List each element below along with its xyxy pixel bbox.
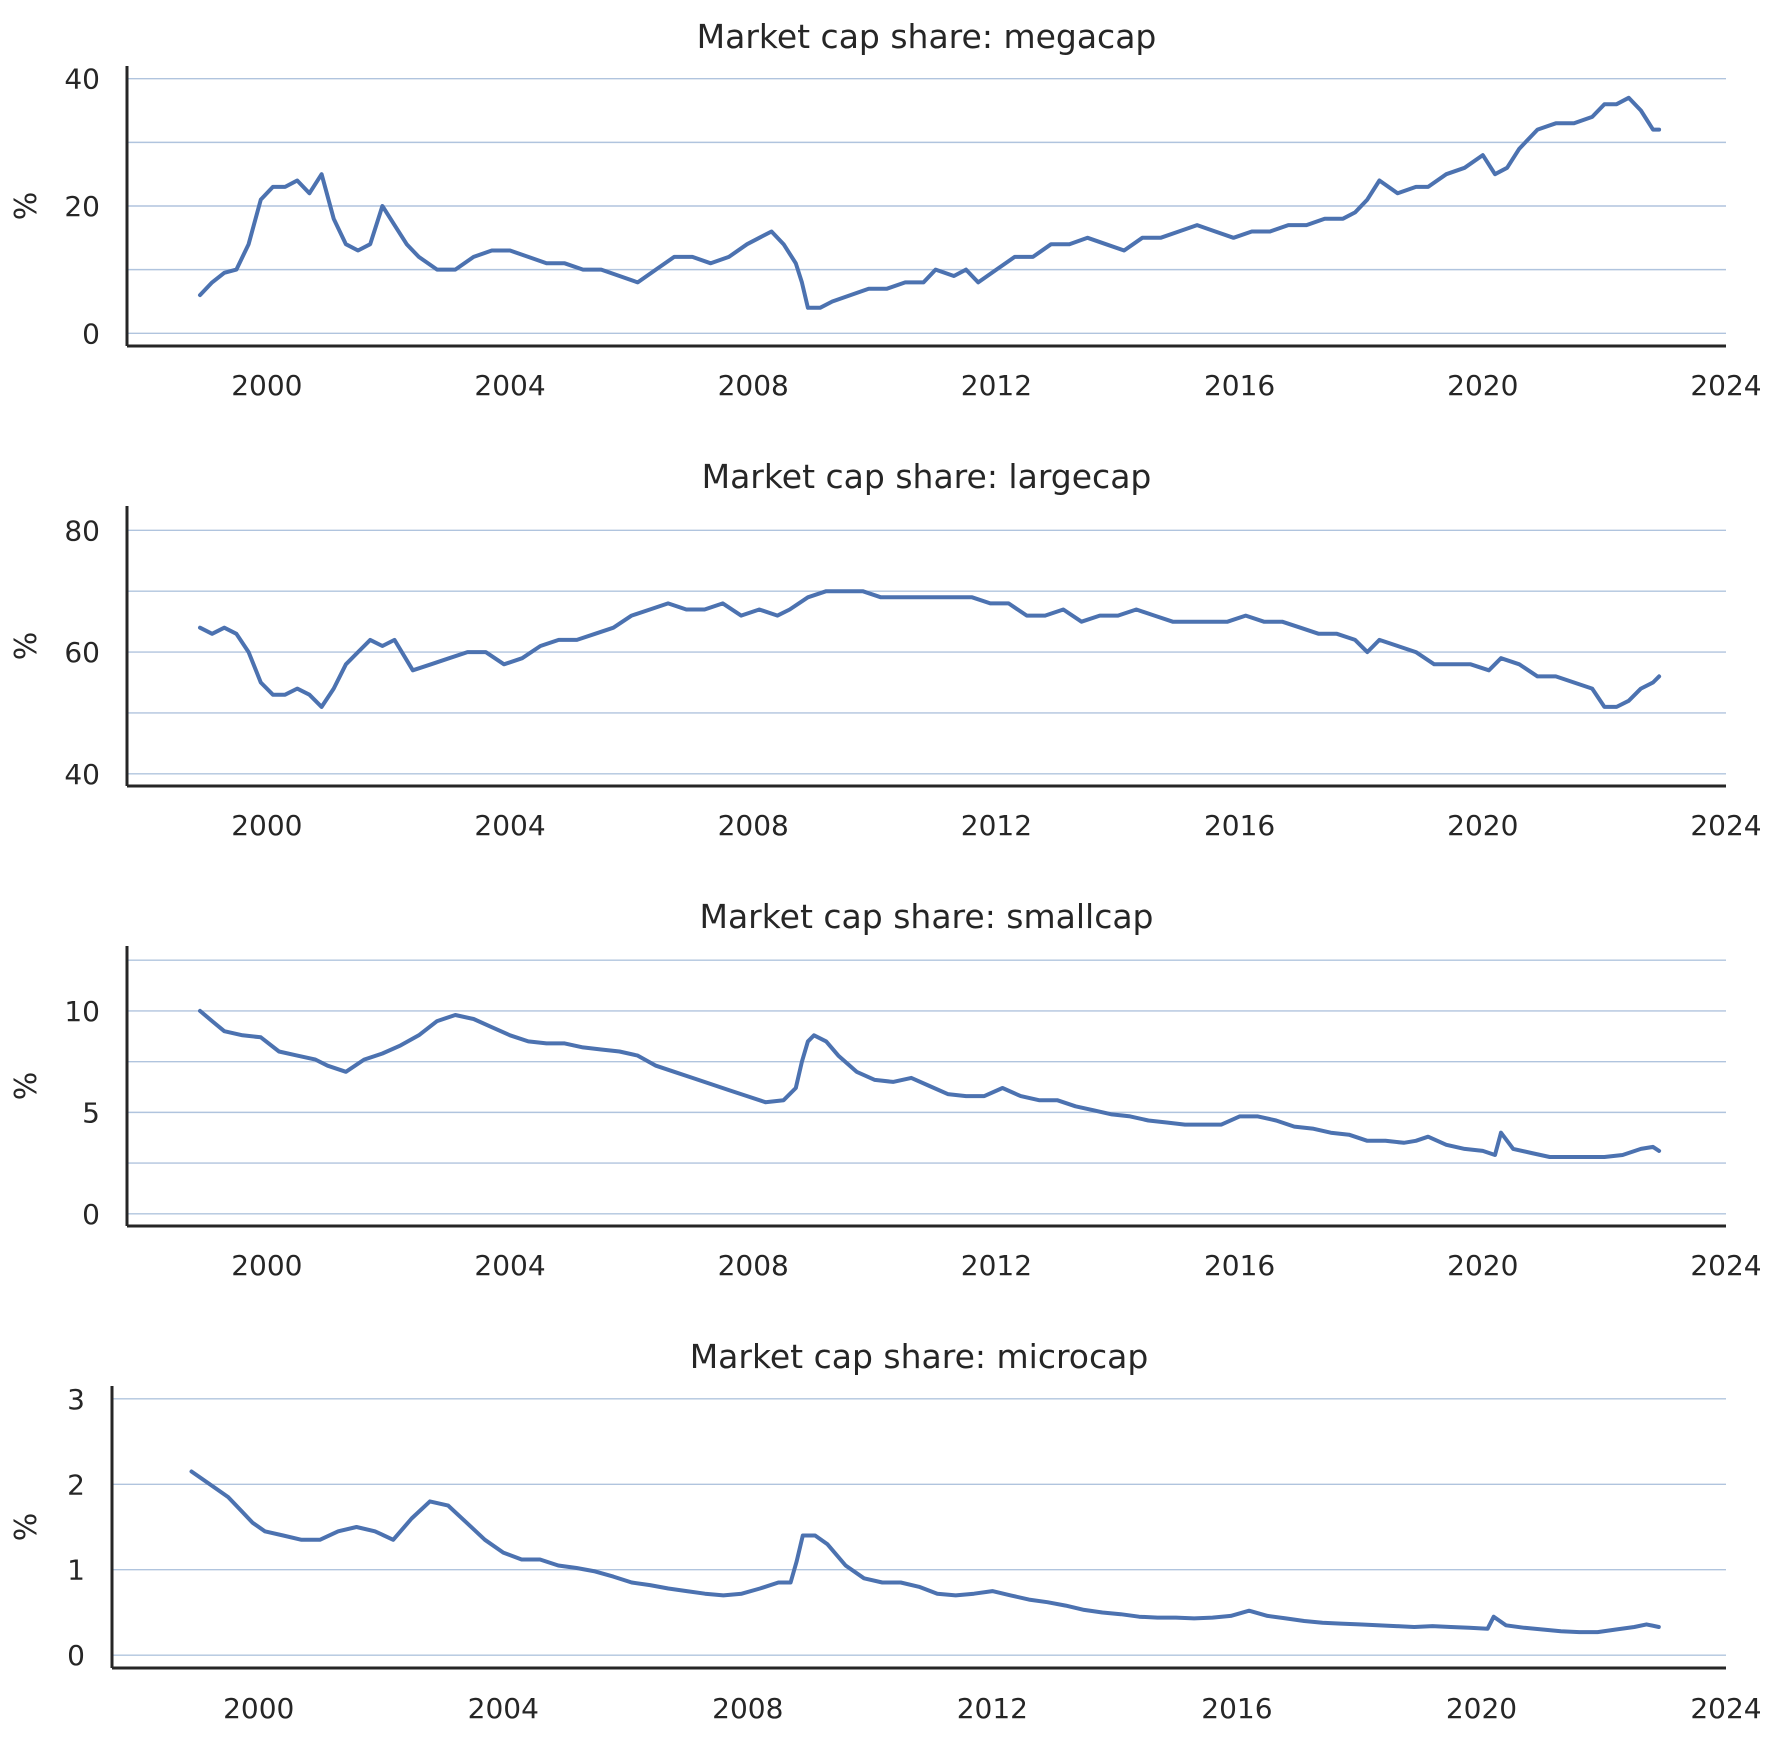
smallcap-ytick-label: 0 <box>82 1198 100 1231</box>
microcap-xtick-label: 2008 <box>712 1692 783 1725</box>
largecap-xtick-label: 2020 <box>1447 809 1518 842</box>
microcap-xtick-label: 2024 <box>1690 1692 1761 1725</box>
megacap-ytick-label: 40 <box>64 63 100 96</box>
microcap-xtick-label: 2012 <box>957 1692 1028 1725</box>
smallcap-xtick-label: 2004 <box>474 1249 545 1282</box>
largecap-y-label: % <box>9 632 44 661</box>
largecap-xtick-label: 2012 <box>961 809 1032 842</box>
largecap-ytick-label: 60 <box>64 636 100 669</box>
microcap-xtick-label: 2016 <box>1201 1692 1272 1725</box>
largecap-ytick-label: 80 <box>64 514 100 547</box>
megacap-series-line <box>198 95 1662 310</box>
smallcap-xtick-label: 2016 <box>1204 1249 1275 1282</box>
largecap-xtick-label: 2004 <box>474 809 545 842</box>
largecap-ytick-label: 40 <box>64 758 100 791</box>
megacap-y-label: % <box>9 192 44 221</box>
smallcap-xtick-label: 2024 <box>1690 1249 1761 1282</box>
megacap-xtick-label: 2008 <box>718 369 789 402</box>
panel-megacap: 0 20 40 2000 2004 2008 2012 2016 2020 2024 Market … <box>9 17 1762 402</box>
smallcap-y-label: % <box>9 1072 44 1101</box>
microcap-ytick-label: 1 <box>67 1554 85 1587</box>
smallcap-ytick-label: 10 <box>64 995 100 1028</box>
largecap-xtick-label: 2000 <box>231 809 302 842</box>
megacap-xtick-label: 2024 <box>1690 369 1761 402</box>
panel-smallcap: 0 5 10 2000 2004 2008 2012 2016 2020 2024 Market c… <box>9 897 1762 1282</box>
megacap-xtick-label: 2012 <box>961 369 1032 402</box>
microcap-xtick-label: 2020 <box>1446 1692 1517 1725</box>
megacap-xtick-label: 2000 <box>231 369 302 402</box>
largecap-xtick-label: 2024 <box>1690 809 1761 842</box>
largecap-xtick-label: 2008 <box>718 809 789 842</box>
smallcap-title: Market cap share: smallcap <box>699 897 1153 936</box>
microcap-ytick-label: 3 <box>67 1383 85 1416</box>
microcap-ytick-label: 2 <box>67 1468 85 1501</box>
microcap-title: Market cap share: microcap <box>690 1337 1149 1376</box>
panel-largecap: 40 60 80 2000 2004 2008 2012 2016 2020 2024 Market… <box>9 457 1762 842</box>
largecap-xtick-label: 2016 <box>1204 809 1275 842</box>
microcap-xtick-label: 2004 <box>468 1692 539 1725</box>
megacap-title: Market cap share: megacap <box>697 17 1157 56</box>
smallcap-xtick-label: 2008 <box>718 1249 789 1282</box>
microcap-xtick-label: 2000 <box>223 1692 294 1725</box>
smallcap-ytick-label: 5 <box>82 1096 100 1129</box>
microcap-series-line <box>189 1469 1661 1635</box>
microcap-y-label: % <box>9 1513 44 1542</box>
microcap-ytick-label: 0 <box>67 1639 85 1672</box>
largecap-title: Market cap share: largecap <box>702 457 1152 496</box>
megacap-ytick-label: 0 <box>82 317 100 350</box>
smallcap-xtick-label: 2020 <box>1447 1249 1518 1282</box>
smallcap-xtick-label: 2000 <box>231 1249 302 1282</box>
megacap-xtick-label: 2016 <box>1204 369 1275 402</box>
panel-microcap: 0 1 2 3 2000 2004 2008 2012 2016 2020 2024 Market c… <box>9 1337 1762 1725</box>
largecap-series-line <box>198 589 1662 709</box>
megacap-xtick-label: 2020 <box>1447 369 1518 402</box>
smallcap-series-line <box>198 1008 1662 1159</box>
smallcap-xtick-label: 2012 <box>961 1249 1032 1282</box>
megacap-xtick-label: 2004 <box>474 369 545 402</box>
megacap-ytick-label: 20 <box>64 190 100 223</box>
